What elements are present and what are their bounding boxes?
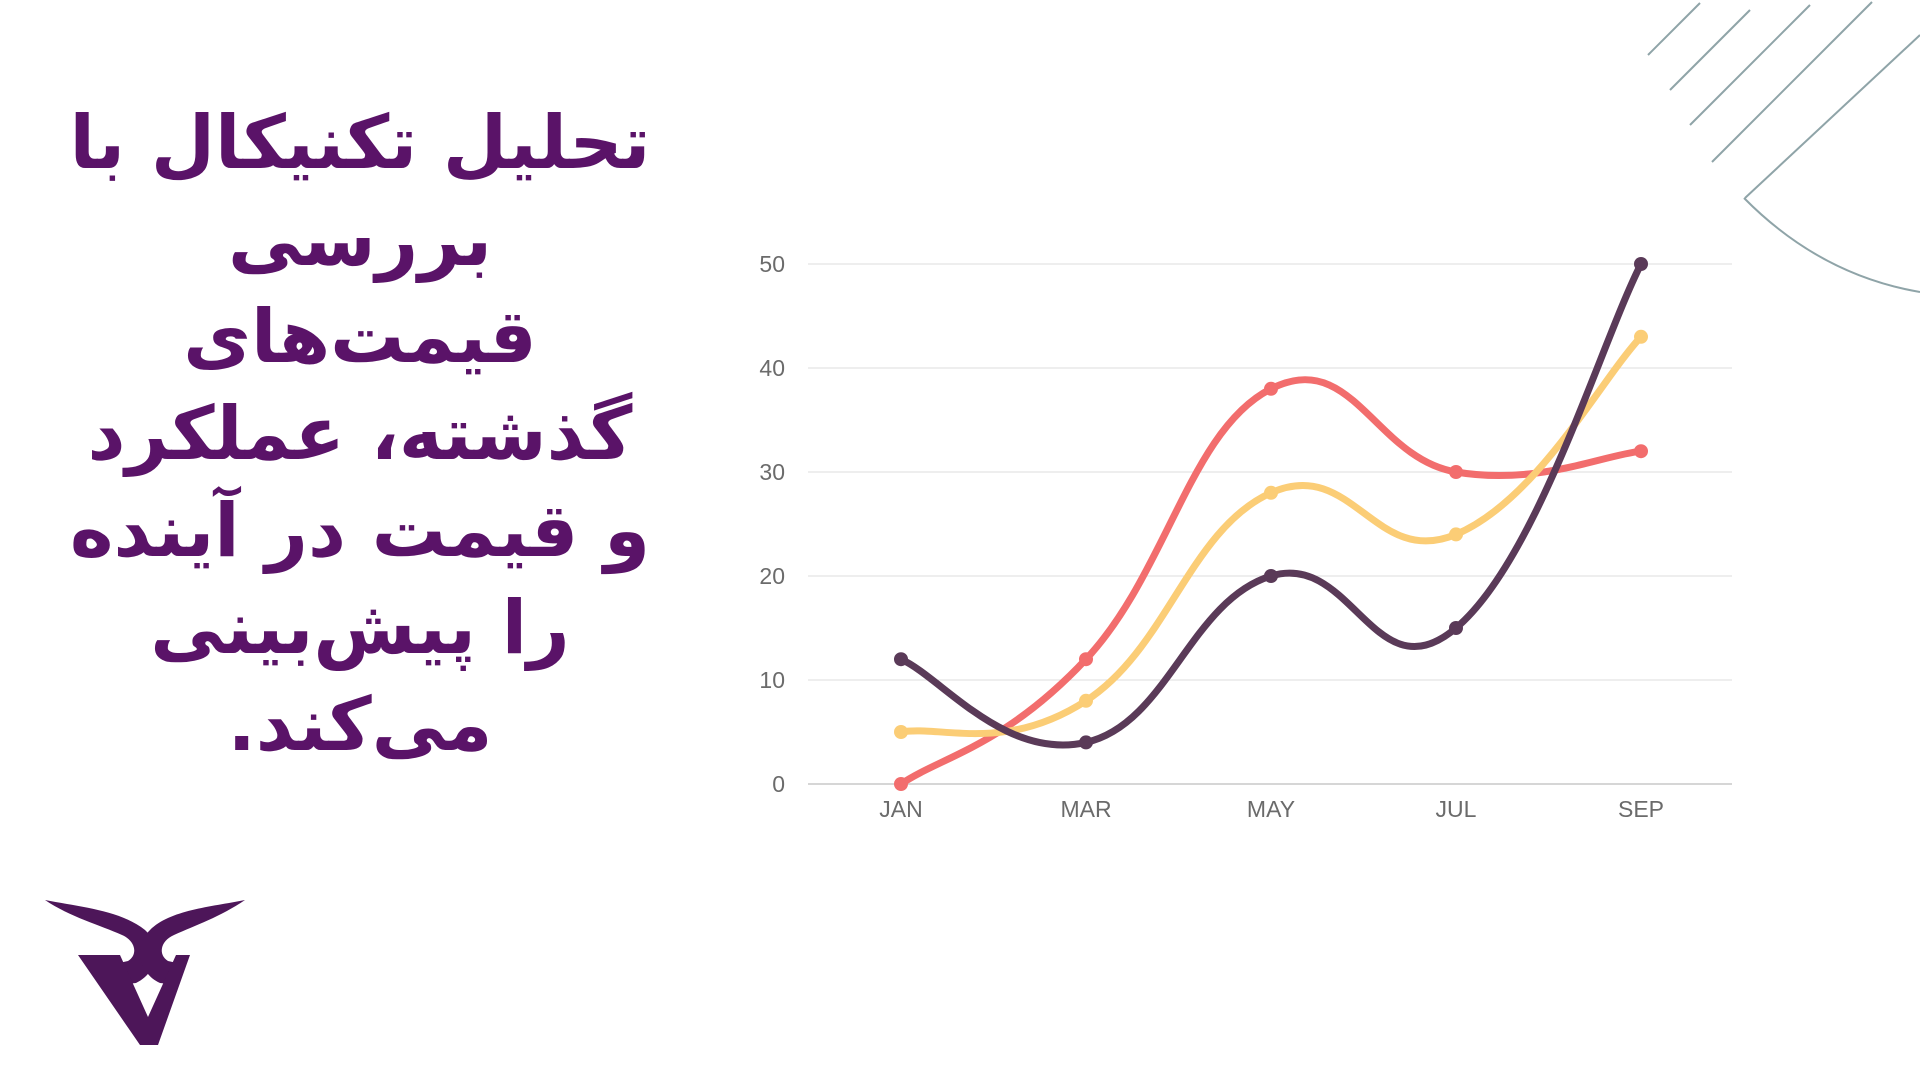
y-axis-ticks: 0 10 20 30 40 50: [759, 251, 785, 797]
series-line: [897, 260, 1645, 749]
data-point: [1634, 257, 1648, 271]
data-point: [894, 777, 908, 791]
x-tick-label: SEP: [1618, 796, 1664, 822]
data-point: [1634, 329, 1648, 344]
y-tick-label: 20: [759, 563, 785, 589]
y-tick-label: 10: [759, 667, 785, 693]
y-tick-label: 30: [759, 459, 785, 485]
x-tick-label: JUL: [1436, 796, 1477, 822]
x-tick-label: JAN: [879, 796, 922, 822]
data-point: [1449, 465, 1463, 479]
data-point: [1079, 735, 1093, 750]
series-3: [894, 257, 1648, 750]
data-point: [1079, 652, 1093, 667]
y-tick-label: 0: [772, 771, 785, 797]
x-axis-ticks: JAN MAR MAY JUL SEP: [879, 796, 1664, 822]
data-point: [1264, 485, 1278, 500]
data-point: [1079, 693, 1093, 708]
y-tick-label: 50: [759, 251, 785, 277]
data-point: [1264, 569, 1278, 583]
chart-series: [894, 257, 1648, 791]
y-tick-label: 40: [759, 355, 785, 381]
data-point: [894, 652, 908, 667]
x-tick-label: MAR: [1060, 796, 1111, 822]
data-point: [1449, 527, 1463, 542]
data-point: [1634, 444, 1648, 459]
data-point: [894, 725, 908, 739]
headline-text: تحلیل تکنیکال با بررسی قیمت‌های گذشته، ع…: [69, 100, 651, 768]
x-tick-label: MAY: [1247, 796, 1295, 822]
data-point: [1264, 381, 1278, 396]
brand-mark-icon: [45, 900, 245, 1045]
series-line: [897, 333, 1645, 738]
chart-grid: [808, 263, 1732, 785]
series-1: [894, 376, 1648, 791]
series-2: [894, 329, 1648, 739]
data-point: [1449, 621, 1463, 635]
series-line: [897, 376, 1645, 788]
